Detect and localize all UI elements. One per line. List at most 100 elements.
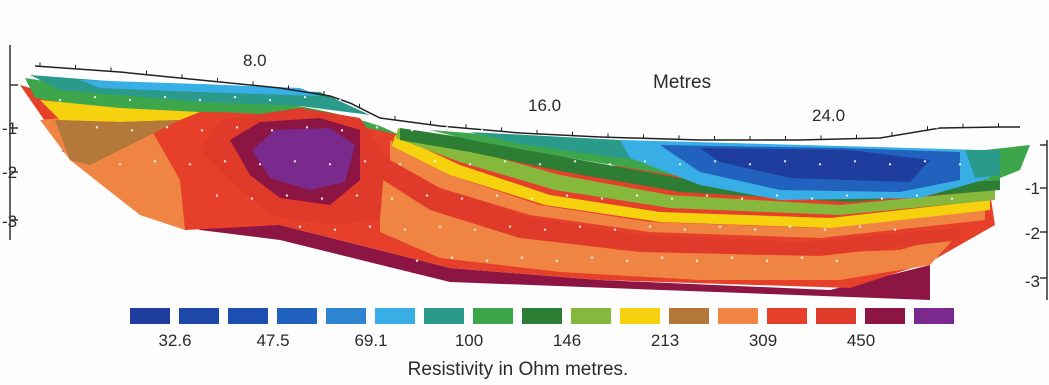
layer-left-lightblue	[80, 80, 320, 96]
measurement-point	[888, 163, 892, 166]
y-tick-right-1: -1	[1025, 179, 1040, 198]
measurement-point	[163, 95, 167, 99]
x-axis-label: Metres	[653, 72, 711, 93]
measurement-point	[270, 129, 274, 132]
colorbar-swatch	[424, 308, 464, 324]
measurement-point	[433, 160, 437, 163]
layer-left-brown	[55, 120, 180, 165]
measurement-point	[375, 126, 379, 129]
y-tick-left-2: -2	[2, 163, 17, 182]
measurement-point	[235, 126, 239, 129]
left-axis	[9, 45, 18, 240]
measurement-point	[585, 126, 589, 129]
measurement-point	[233, 95, 237, 99]
colorbar-tick-label: 100	[455, 331, 483, 350]
colorbar-tick-label: 450	[847, 331, 875, 350]
measurement-point	[338, 98, 342, 102]
colorbar-swatch	[522, 308, 562, 324]
measurement-point	[390, 197, 394, 200]
measurement-point	[165, 126, 169, 129]
y-tick-left-3: -3	[2, 212, 17, 231]
colorbar-swatch	[375, 308, 415, 324]
colorbar-swatch	[473, 308, 513, 324]
colorbar-swatch	[669, 308, 709, 324]
measurement-point	[835, 259, 839, 262]
measurement-point	[970, 129, 974, 132]
measurement-point	[893, 228, 897, 231]
measurement-point	[775, 194, 779, 197]
layer-red-upper	[380, 150, 960, 256]
colorbar-swatch	[816, 308, 856, 324]
measurement-point	[578, 225, 582, 228]
measurement-point	[550, 129, 554, 132]
measurement-point	[480, 129, 484, 132]
measurement-point	[285, 194, 289, 197]
layer-anomaly-purple	[252, 128, 355, 190]
measurement-point	[298, 225, 302, 228]
measurement-point	[823, 228, 827, 231]
measurement-point	[670, 197, 674, 200]
measurement-point	[613, 228, 617, 231]
measurement-point	[355, 194, 359, 197]
measurement-point	[590, 256, 594, 259]
layer-lime	[396, 128, 995, 215]
x-tick-24: 24.0	[812, 106, 845, 125]
measurement-point	[795, 126, 799, 129]
colorbar-tick-label: 69.1	[354, 331, 387, 350]
measurement-point	[678, 163, 682, 166]
colorbar-swatch	[277, 308, 317, 324]
measurement-point	[643, 160, 647, 163]
colorbar-swatch	[620, 308, 660, 324]
measurement-point	[935, 126, 939, 129]
measurement-point	[788, 225, 792, 228]
x-tick-16: 16.0	[528, 96, 561, 115]
measurement-point	[608, 163, 612, 166]
measurement-point	[748, 163, 752, 166]
layer-deep-blue	[700, 148, 930, 182]
colorbar-tick-label: 213	[651, 331, 679, 350]
measurement-point	[473, 228, 477, 231]
measurement-point	[730, 256, 734, 259]
measurement-point	[93, 95, 97, 99]
measurement-point	[200, 129, 204, 132]
layer-right-edge-teal	[965, 150, 1000, 178]
measurement-point	[363, 160, 367, 163]
measurement-point	[695, 259, 699, 262]
measurement-point	[410, 129, 414, 132]
measurement-point	[468, 163, 472, 166]
measurement-point	[830, 129, 834, 132]
measurement-point	[923, 160, 927, 163]
colorbar-swatch	[228, 308, 268, 324]
measurement-point	[958, 163, 962, 166]
measurement-point	[620, 129, 624, 132]
measurement-point	[635, 194, 639, 197]
measurement-point	[760, 129, 764, 132]
measurement-point	[445, 126, 449, 129]
measurement-point	[268, 98, 272, 102]
colorbar-caption: Resistivity in Ohm metres.	[408, 359, 629, 380]
measurement-point	[340, 129, 344, 132]
measurement-point	[765, 259, 769, 262]
measurement-point	[683, 228, 687, 231]
layer-orange-right	[380, 160, 960, 280]
measurement-point	[818, 163, 822, 166]
measurement-point	[305, 126, 309, 129]
layer-orange-inner	[390, 140, 985, 238]
measurement-point	[573, 160, 577, 163]
measurement-point	[718, 225, 722, 228]
measurement-point	[660, 256, 664, 259]
measurement-point	[915, 194, 919, 197]
colorbar-swatch	[130, 308, 170, 324]
measurement-point	[538, 163, 542, 166]
measurement-point	[740, 197, 744, 200]
measurement-point	[625, 259, 629, 262]
measurement-point	[398, 163, 402, 166]
measurement-point	[690, 129, 694, 132]
layer-left-yellow	[40, 100, 200, 122]
measurement-point	[403, 228, 407, 231]
measurement-point	[508, 225, 512, 228]
layer-dark-green	[400, 128, 1000, 202]
colorbar-tick-label: 32.6	[158, 331, 191, 350]
colorbar	[130, 308, 954, 324]
